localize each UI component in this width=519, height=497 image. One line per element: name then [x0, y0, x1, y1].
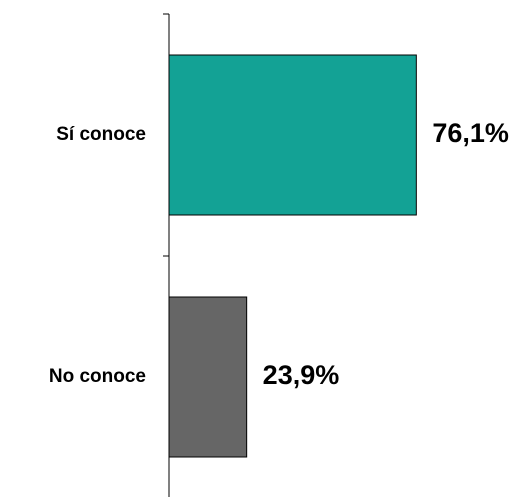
bar: [168, 54, 417, 216]
category-label: No conoce: [49, 366, 146, 387]
bar: [168, 296, 248, 458]
labels-layer: Sí conoce 76,1% No conoce 23,9%: [49, 118, 509, 390]
data-label: 76,1%: [432, 118, 509, 148]
bars-layer: [168, 54, 417, 458]
category-label: Sí conoce: [56, 124, 146, 145]
axis-layer: [163, 13, 170, 497]
data-label: 23,9%: [263, 360, 340, 390]
